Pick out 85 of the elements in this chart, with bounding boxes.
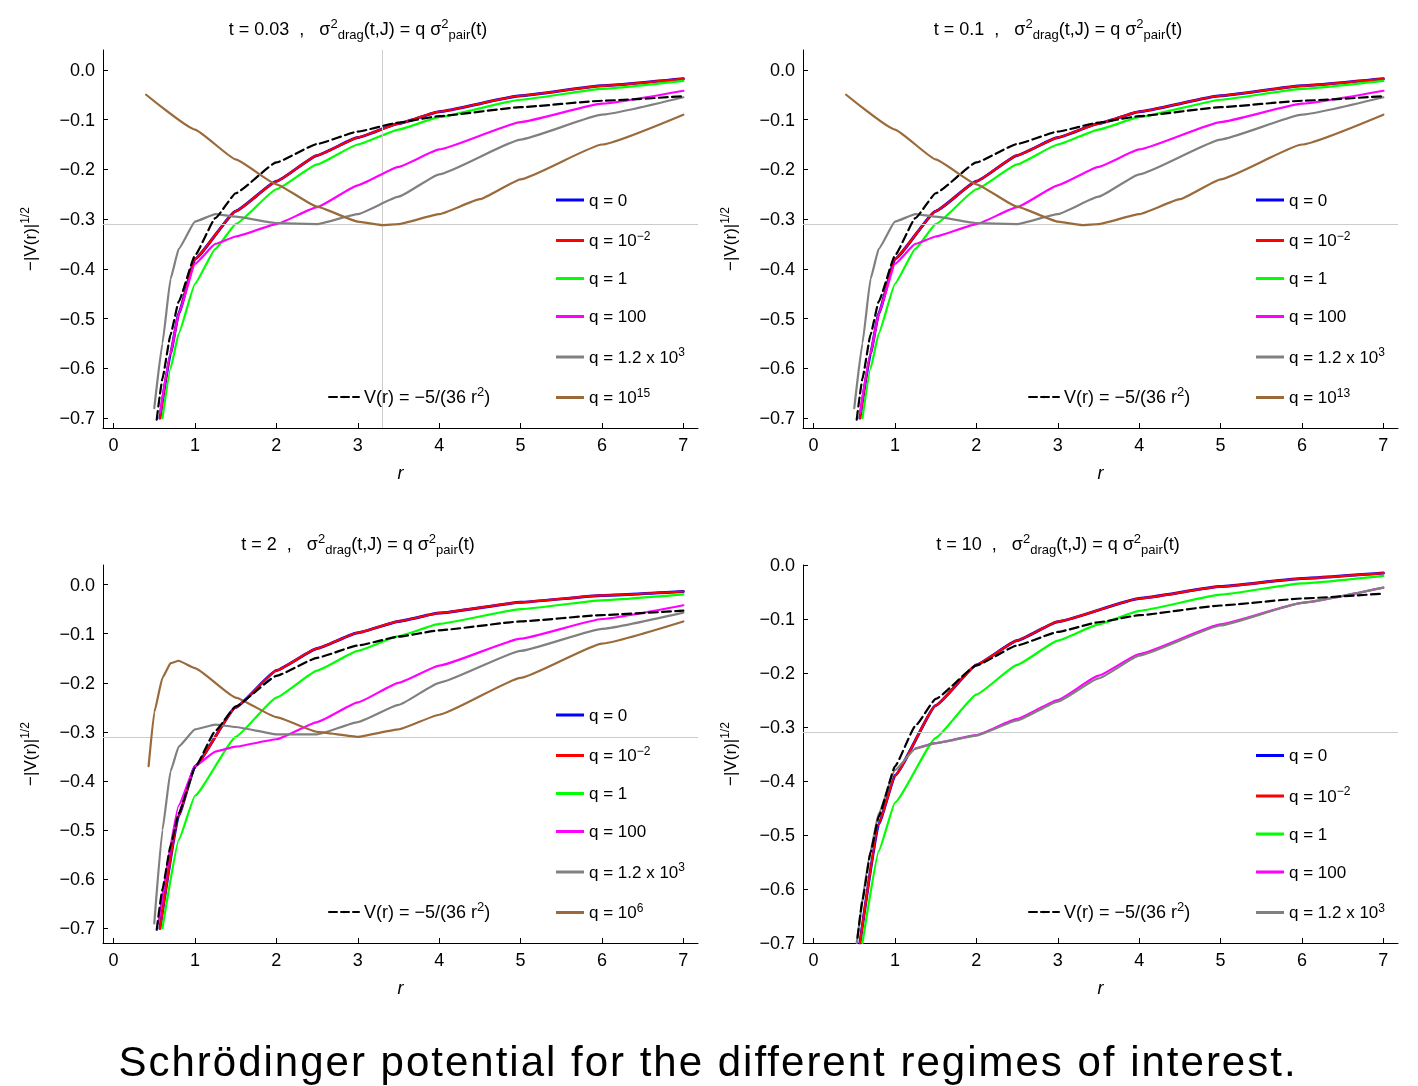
y-tick-label: −0.3 [759,209,795,230]
x-tick-label: 2 [971,435,982,455]
y-tick-label: −0.5 [759,308,795,329]
x-tick-label: 5 [515,950,526,970]
y-tick-label: −0.2 [759,159,795,180]
x-axis-title: r [397,463,405,483]
x-tick-label: 1 [189,435,200,455]
x-tick-label: 6 [596,950,607,970]
y-tick-label: −0.6 [59,358,95,379]
y-tick-label: −0.6 [759,358,795,379]
y-tick-label: −0.1 [59,109,95,130]
y-tick-label: 0.0 [769,59,795,80]
y-tick-label: −0.5 [59,308,95,329]
y-tick-label: −0.1 [759,109,795,130]
x-tick-label: 2 [271,950,282,970]
y-tick-label: −0.2 [59,672,95,693]
y-axis-title: −|V(r)|1/2 [18,721,40,786]
legend-label: q = 100 [589,822,647,841]
legend-label: q = 0 [1289,190,1328,210]
legend-label: q = 0 [589,705,628,725]
x-tick-label: 0 [108,950,119,970]
x-tick-label: 3 [352,435,363,455]
y-tick-label: −0.7 [59,408,95,429]
y-tick-label: 0.0 [69,59,95,80]
x-tick-label: 2 [271,435,282,455]
y-tick-label: −0.7 [59,918,95,939]
y-tick-label: −0.1 [759,609,795,629]
text: Schrödinger potential for the different regimes of interest. [117,1038,1299,1086]
y-tick-label: −0.3 [759,717,795,737]
y-tick-label: −0.4 [759,771,795,791]
x-tick-label: 6 [1296,435,1307,455]
x-axis-title: r [1097,978,1105,998]
legend-label: q = 1 [589,269,628,288]
x-tick-label: 7 [678,435,689,455]
x-tick-label: 4 [1134,950,1145,970]
y-tick-label: −0.2 [759,663,795,683]
y-tick-label: −0.4 [59,258,95,279]
legend-label: q = 100 [589,307,647,326]
x-tick-label: 1 [189,950,200,970]
legend-label: q = 0 [1289,746,1328,765]
y-tick-label: −0.3 [59,209,95,230]
x-tick-label: 3 [1052,950,1063,970]
x-tick-label: 6 [1296,950,1307,970]
y-axis-title: −|V(r)|1/2 [718,721,740,786]
x-tick-label: 5 [1215,435,1226,455]
x-tick-label: 1 [889,435,900,455]
y-tick-label: −0.1 [59,623,95,644]
x-tick-label: 4 [434,435,445,455]
x-axis-title: r [1097,463,1105,483]
legend-label: q = 0 [589,190,628,210]
y-tick-label: −0.6 [759,879,795,899]
y-tick-label: −0.7 [759,408,795,429]
x-tick-label: 0 [108,435,119,455]
x-tick-label: 6 [596,435,607,455]
legend-label: q = 1 [589,784,628,803]
x-tick-label: 5 [1215,950,1226,970]
x-tick-label: 3 [1052,435,1063,455]
x-tick-label: 0 [808,435,819,455]
x-tick-label: 1 [889,950,900,970]
y-axis-title: −|V(r)|1/2 [718,206,740,271]
y-tick-label: −0.5 [59,820,95,841]
y-tick-label: −0.2 [59,159,95,180]
x-tick-label: 4 [1134,435,1145,455]
x-tick-label: 7 [1378,950,1389,970]
x-axis-title: r [397,978,405,998]
y-tick-label: 0.0 [769,555,795,575]
legend-label: q = 1 [1289,824,1328,844]
x-tick-label: 0 [808,950,819,970]
y-tick-label: −0.7 [759,933,795,953]
x-tick-label: 4 [434,950,445,970]
x-tick-label: 5 [515,435,526,455]
y-tick-label: −0.3 [59,721,95,742]
y-tick-label: 0.0 [69,574,95,595]
y-tick-label: −0.4 [59,771,95,791]
legend-label: q = 100 [1289,862,1347,882]
x-tick-label: 3 [352,950,363,970]
x-tick-label: 7 [678,950,689,970]
y-tick-label: −0.5 [759,825,795,845]
x-tick-label: 7 [1378,435,1389,455]
y-axis-title: −|V(r)|1/2 [18,206,40,271]
y-tick-label: −0.4 [759,258,795,279]
legend-label: q = 100 [1289,307,1347,326]
x-tick-label: 2 [971,950,982,970]
y-tick-label: −0.6 [59,869,95,890]
legend-label: q = 1 [1289,269,1328,288]
